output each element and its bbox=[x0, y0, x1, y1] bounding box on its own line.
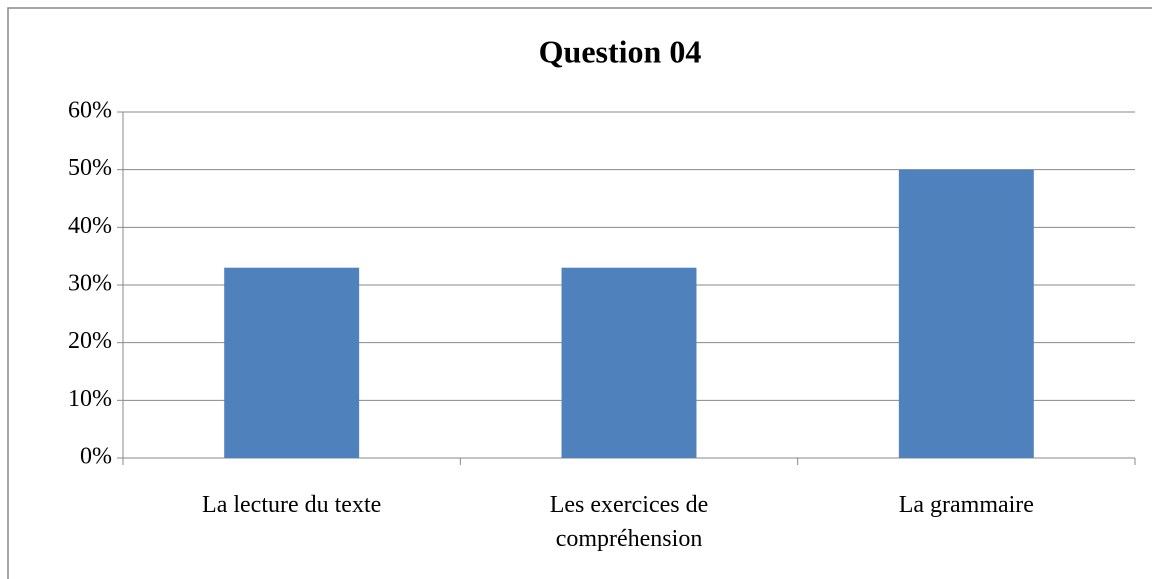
x-tick-label: La lecture du texte bbox=[202, 492, 382, 518]
x-tick-label: Les exercices de compréhension bbox=[549, 492, 709, 552]
y-tick-label: 50% bbox=[68, 155, 112, 181]
bar bbox=[898, 169, 1034, 458]
y-tick-label: 60% bbox=[68, 98, 112, 124]
chart-frame bbox=[7, 7, 1152, 579]
y-tick-label: 10% bbox=[68, 386, 112, 412]
bar bbox=[224, 267, 360, 458]
y-tick-label: 30% bbox=[68, 271, 112, 297]
chart-title: Question 04 bbox=[539, 33, 702, 69]
y-tick-label: 0% bbox=[80, 444, 112, 470]
bar bbox=[561, 267, 697, 458]
y-tick-label: 20% bbox=[68, 328, 112, 354]
y-tick-label: 40% bbox=[68, 213, 112, 239]
x-tick-label: La grammaire bbox=[898, 492, 1034, 518]
